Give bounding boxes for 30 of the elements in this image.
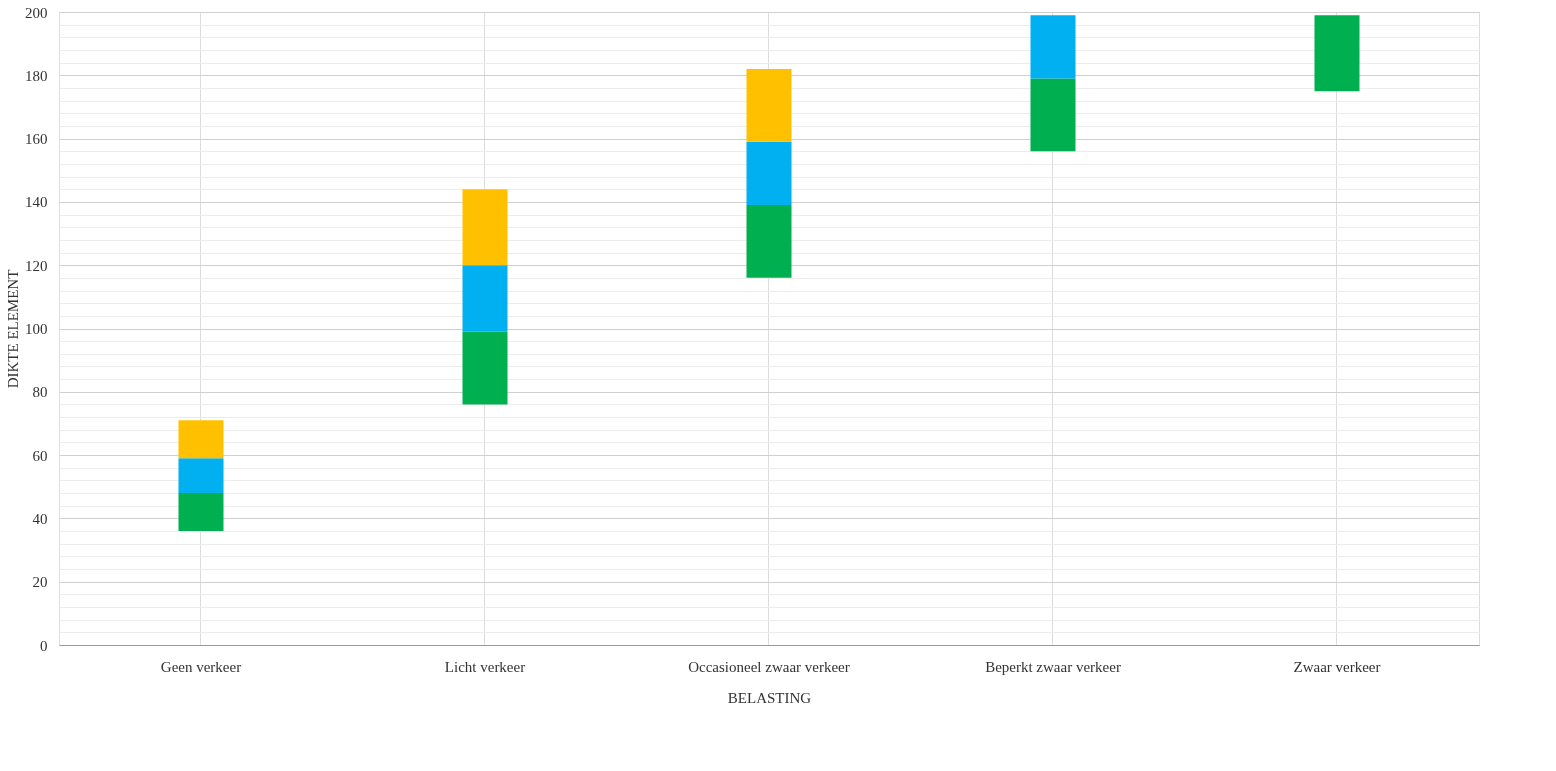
bar xyxy=(178,458,224,494)
bar xyxy=(462,331,508,405)
y-tick-label: 80 xyxy=(32,384,48,401)
bar xyxy=(1314,15,1360,92)
bar xyxy=(746,141,792,206)
y-tick-label: 160 xyxy=(25,131,48,148)
bar xyxy=(462,265,508,332)
y-tick-label: 0 xyxy=(40,637,48,654)
y-tick-label: 120 xyxy=(25,257,48,274)
y-tick-label: 60 xyxy=(32,447,48,464)
x-tick-label: Zwaar verkeer xyxy=(1293,658,1381,675)
x-tick-label: Licht verkeer xyxy=(444,658,526,675)
y-tick-label: 140 xyxy=(25,194,48,211)
y-tick-label: 20 xyxy=(32,574,48,591)
x-axis-title: BELASTING xyxy=(727,689,812,706)
y-tick-label: 180 xyxy=(25,67,48,84)
bar xyxy=(1030,15,1076,79)
bar xyxy=(746,205,792,278)
y-tick-label: 200 xyxy=(25,4,48,21)
y-axis-title: DIKTE ELEMENT xyxy=(5,269,21,389)
y-tick-label: 100 xyxy=(25,321,48,337)
x-tick-label: Geen verkeer xyxy=(160,658,242,675)
bar xyxy=(178,493,224,532)
bar xyxy=(462,189,508,266)
x-tick-label: Beperkt zwaar verkeer xyxy=(985,658,1121,675)
bar xyxy=(178,420,224,459)
bar xyxy=(746,68,792,142)
y-tick-label: 40 xyxy=(32,510,48,527)
bar xyxy=(1030,78,1076,152)
x-tick-label: Occasioneel zwaar verkeer xyxy=(688,658,850,675)
